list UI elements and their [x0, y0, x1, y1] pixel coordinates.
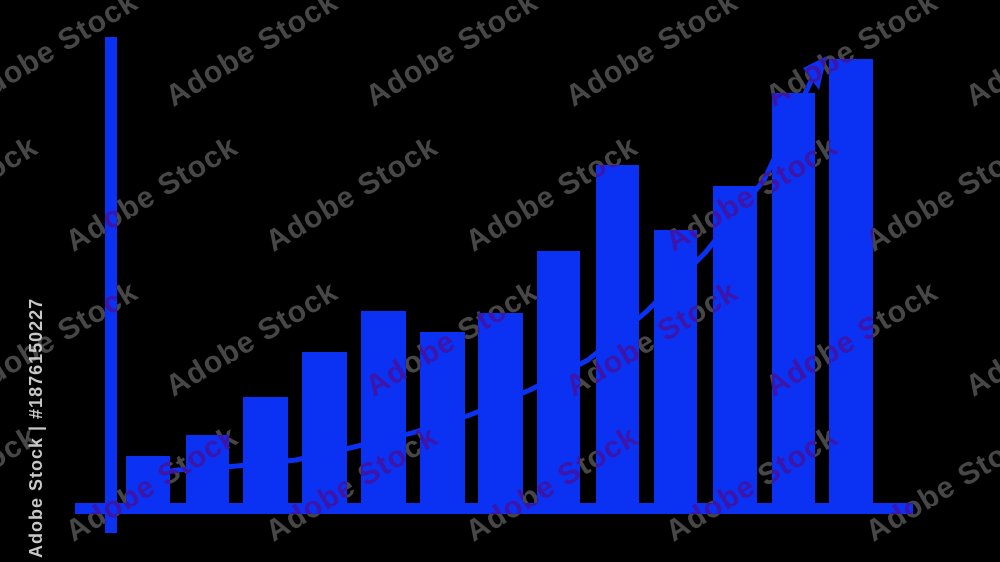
adobe-stock-id-watermark: Adobe Stock | #1876150227 — [26, 297, 46, 558]
bar-10 — [654, 230, 697, 511]
trend-line — [134, 77, 815, 480]
bar-13 — [829, 59, 873, 511]
y-axis — [105, 37, 117, 533]
bar-12 — [772, 93, 815, 511]
bar-5 — [361, 311, 406, 511]
trend-arrowhead-icon — [803, 56, 827, 90]
bar-2 — [186, 435, 229, 511]
bar-3 — [243, 397, 288, 511]
bar-11 — [713, 186, 757, 511]
bar-1 — [126, 456, 170, 511]
bar-4 — [302, 352, 347, 511]
bar-7 — [478, 313, 523, 511]
